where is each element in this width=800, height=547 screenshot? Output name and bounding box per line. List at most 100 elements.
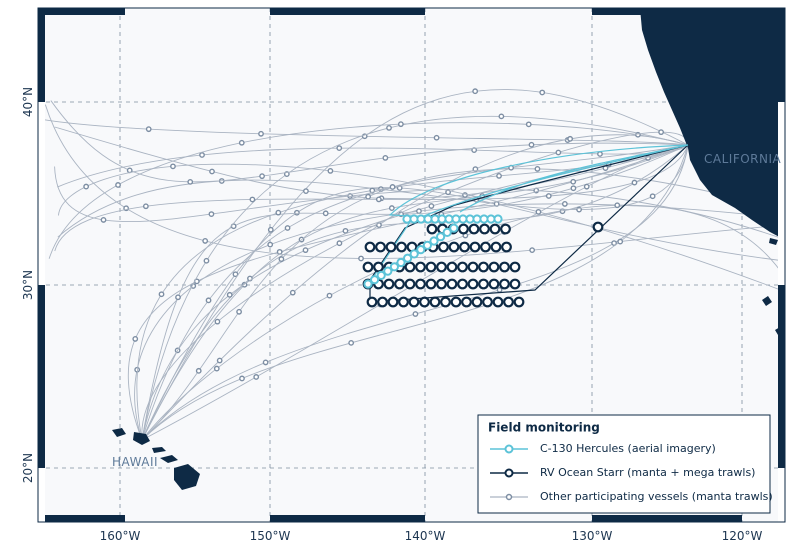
trawl-station [429,296,441,308]
station [249,196,256,203]
trawl-station [458,223,469,235]
trawl-station [415,278,426,290]
station [416,208,422,215]
vessel-track [141,134,689,441]
station [170,163,176,170]
station [365,193,372,200]
station [289,289,296,296]
survey-marks [362,144,689,308]
frame-seg [778,102,785,285]
station [294,209,300,216]
vessel-tracks [42,88,786,441]
vessel-track [141,144,689,441]
legend-entry: RV Ocean Starr (manta + mega trawls) [540,466,755,479]
trawl-station [480,241,491,253]
vessel-track [42,119,689,146]
station [253,374,260,380]
lat-label: 30°N [21,270,35,300]
station [239,375,245,382]
vessel-track [54,166,786,240]
vessel-track [141,144,689,441]
station [238,139,245,146]
aerial-point [370,275,380,285]
station [132,336,139,342]
station [428,203,435,209]
trawl-station [385,241,397,253]
station [658,129,665,136]
station [545,193,552,199]
station [145,126,152,133]
station [276,248,283,255]
frame-seg [38,102,45,285]
trawl-station [404,261,416,273]
trawl-station [501,241,512,253]
frame-seg [38,8,45,102]
trawl-station [426,223,438,235]
vessel-track [141,144,689,441]
station [158,291,165,298]
trawl-station [467,261,479,273]
station [539,89,546,96]
station [322,210,329,217]
station [175,294,181,301]
trawl-station [446,278,458,290]
station [236,308,242,315]
island [174,464,200,490]
station [561,201,568,207]
lon-label: 130°W [572,529,613,543]
legend-entry: C-130 Hercules (aerial imagery) [540,442,716,455]
aerial-point [383,266,393,276]
trawl-station [394,278,405,290]
station [275,209,282,216]
legend-marker [505,493,513,501]
station [258,130,264,137]
trawl-station [499,261,510,273]
trawl-station [377,296,388,308]
trawl-station [383,278,395,290]
aerial-point [436,232,446,242]
station [498,113,505,120]
station [635,131,641,138]
vessel-track [141,89,689,441]
station [617,238,624,245]
frame-seg [270,515,425,522]
aerial-point [363,279,373,289]
frame [38,8,785,522]
station [529,247,536,254]
legend-entry: Other participating vessels (manta trawl… [540,490,773,503]
station [649,193,656,200]
place-label: CALIFORNIA [704,152,782,166]
station [597,151,603,157]
trawl-station [457,261,468,273]
station [336,145,343,151]
trawl-station [362,261,374,273]
vessel-track [54,144,689,252]
station [631,179,638,186]
station [534,166,541,172]
aerial-point [416,245,426,255]
aerial-point [449,223,459,233]
station [348,339,355,346]
station [525,121,532,128]
frame-seg [592,515,742,522]
aircraft-track [367,144,689,286]
aerial-point [493,214,503,224]
station [262,359,269,366]
frame-seg [38,8,125,15]
place-label: HAWAII [112,455,158,469]
trawl-station [509,261,521,273]
vessel-track [58,163,786,293]
station [535,208,542,215]
station [326,292,333,299]
aerial-point [396,257,406,268]
trawl-station [448,241,460,253]
station [226,291,233,298]
vessel-track [44,104,786,259]
station [433,134,440,141]
trawl-station [489,223,501,235]
station [303,188,309,194]
station [388,205,395,211]
trawl-station [398,296,409,308]
station [187,178,194,185]
trawl-station [467,278,479,290]
